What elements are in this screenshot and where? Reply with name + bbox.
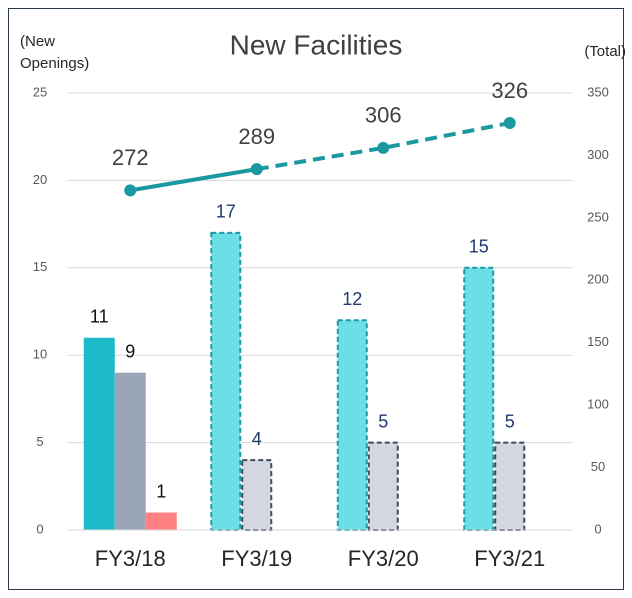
y2-tick-label: 150 [587, 334, 609, 349]
y2-tick-label: 50 [591, 459, 605, 474]
bar-value-label: 17 [216, 202, 236, 222]
y2-tick-label: 200 [587, 272, 609, 287]
bar [494, 441, 526, 532]
y2-tick-label: 250 [587, 209, 609, 224]
y-tick-label: 25 [33, 84, 47, 99]
line-value-label: 326 [491, 78, 528, 103]
line-value-label: 306 [365, 103, 402, 128]
x-tick-label: FY3/20 [348, 546, 419, 571]
y-tick-label: 15 [33, 259, 47, 274]
y-tick-label: 5 [36, 434, 43, 449]
bar [210, 231, 242, 531]
bar-value-label: 5 [505, 411, 515, 431]
line [256, 121, 511, 172]
y2-axis-label: (Total) [584, 43, 626, 60]
line-value-label: 289 [238, 124, 275, 149]
x-tick-label: FY3/18 [95, 546, 166, 571]
y-axis-label: (New [20, 33, 55, 50]
line-marker [124, 184, 137, 197]
bar-value-label: 4 [252, 429, 262, 449]
line-value-label: 272 [112, 145, 149, 170]
bar-value-label: 9 [125, 341, 135, 361]
y-tick-label: 20 [33, 172, 47, 187]
bar-value-label: 15 [469, 237, 489, 257]
y2-tick-label: 0 [594, 521, 601, 536]
bar [367, 441, 399, 532]
line-marker [250, 163, 263, 176]
line-marker [503, 116, 516, 129]
chart-title: New Facilities [230, 29, 403, 60]
y-axis-label: Openings) [20, 55, 89, 72]
bar-value-label: 12 [342, 289, 362, 309]
line [129, 167, 258, 193]
bar-value-label: 5 [378, 411, 388, 431]
y-tick-label: 10 [33, 347, 47, 362]
y-tick-label: 0 [36, 521, 43, 536]
x-tick-label: FY3/21 [474, 546, 545, 571]
bar-value-label: 1 [156, 481, 166, 501]
bar [241, 459, 273, 531]
bar [463, 266, 495, 531]
bar [336, 319, 368, 531]
bar [83, 337, 115, 530]
y2-tick-label: 350 [587, 84, 609, 99]
x-tick-label: FY3/19 [221, 546, 292, 571]
bar [145, 512, 177, 530]
bar-value-label: 11 [90, 306, 109, 326]
bar [114, 372, 146, 530]
line-marker [377, 141, 390, 154]
y2-tick-label: 300 [587, 147, 609, 162]
y2-tick-label: 100 [587, 397, 609, 412]
